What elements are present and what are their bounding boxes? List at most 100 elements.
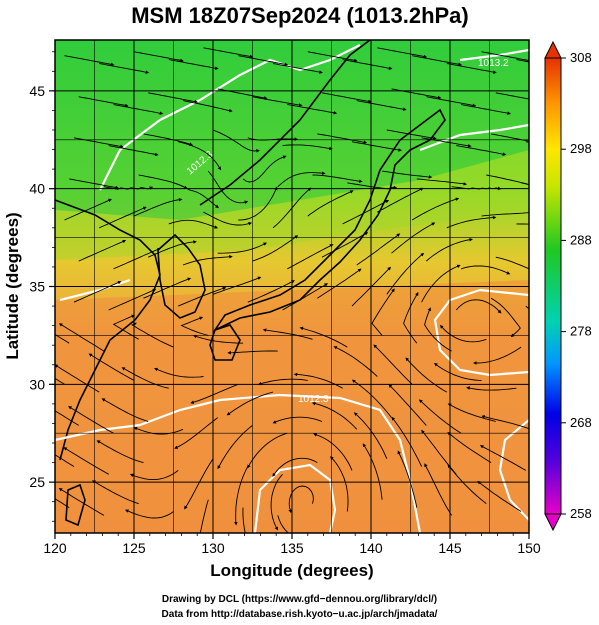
streamline (433, 362, 482, 381)
y-axis: 25 30 35 40 45 (29, 51, 55, 522)
colorbar-tick-label: 258 (570, 506, 592, 521)
x-axis-title: Longitude (degrees) (210, 561, 373, 580)
streamline (446, 63, 497, 74)
streamline (439, 324, 487, 343)
y-axis-title: Latitude (degrees) (3, 212, 22, 359)
x-axis: 120 125 130 135 140 145 150 (43, 533, 541, 556)
streamline (421, 137, 472, 148)
streamline (382, 170, 433, 179)
y-tick-label: 30 (29, 376, 45, 392)
streamline (143, 277, 192, 299)
streamline (490, 297, 521, 338)
x-tick-label: 125 (122, 540, 146, 556)
streamline (252, 96, 303, 107)
streamline (288, 485, 314, 514)
coastlines (55, 40, 446, 527)
streamline (131, 322, 174, 348)
streamline (129, 470, 179, 481)
streamline (212, 129, 260, 153)
streamline (99, 206, 147, 229)
streamline (203, 47, 254, 59)
streamline (108, 288, 157, 311)
streamline (58, 488, 105, 516)
streamline (342, 199, 390, 225)
x-tick-label: 150 (517, 540, 541, 556)
streamline (173, 182, 220, 209)
colorbar-bottom-arrow (544, 513, 562, 532)
x-tick-label: 135 (280, 540, 304, 556)
streamline (133, 197, 183, 217)
streamline (143, 133, 194, 146)
streamline (466, 386, 517, 391)
streamline (242, 507, 246, 533)
streamline (481, 415, 529, 430)
streamline (307, 51, 358, 63)
streamline (416, 178, 468, 186)
streamline (113, 104, 164, 115)
x-tick-label: 120 (43, 540, 67, 556)
streamline (495, 92, 529, 100)
streamline (121, 367, 169, 389)
streamline (96, 440, 144, 464)
streamline (262, 328, 313, 340)
streamline (311, 401, 358, 430)
streamline (242, 155, 287, 183)
colorbar-tick-label: 288 (570, 232, 592, 247)
streamline (247, 432, 288, 469)
streamline (479, 445, 527, 471)
streamline (238, 55, 289, 67)
x-tick-label: 130 (201, 540, 225, 556)
colorbar-tick-label: 268 (570, 415, 592, 430)
streamline (391, 222, 436, 254)
colorbar-tick-label: 308 (570, 50, 592, 65)
streamline (180, 316, 209, 336)
streamline (133, 51, 184, 63)
streamline (272, 63, 323, 74)
contour-line (253, 463, 337, 533)
streamline (63, 447, 109, 475)
streamline (455, 299, 502, 314)
streamline (321, 232, 369, 258)
map-area: 1012.3 1012.3 1013.2 (55, 40, 529, 533)
streamline (78, 96, 129, 108)
streamline (238, 186, 278, 221)
streamline (377, 187, 424, 213)
grid-lines (55, 40, 529, 533)
streamline (73, 280, 122, 303)
streamline (516, 59, 529, 63)
x-tick-label: 140 (359, 540, 383, 556)
streamline (373, 344, 413, 385)
streamline (55, 377, 65, 385)
streamline (226, 391, 274, 416)
streamline (88, 353, 135, 381)
korea-coastline (157, 233, 206, 319)
streamline (351, 379, 392, 418)
streamline (199, 499, 209, 533)
y-tick-label: 45 (29, 83, 45, 99)
colorbar-ticks: 258 268 278 288 298 308 (561, 50, 592, 521)
streamline (461, 104, 511, 115)
x-tick-label: 145 (438, 540, 462, 556)
taiwan-coastline (65, 483, 86, 527)
streamline (353, 412, 388, 459)
streamline (178, 141, 222, 171)
streamline (101, 398, 149, 422)
streamline (234, 466, 249, 526)
streamline (317, 268, 362, 299)
contour-label: 1013.2 (478, 58, 509, 69)
streamline (418, 399, 462, 434)
streamline (203, 211, 253, 226)
streamline (168, 219, 219, 229)
streamline (207, 170, 249, 205)
streamline (92, 480, 139, 505)
streamline (460, 265, 511, 275)
streamline (190, 383, 239, 404)
streamline (472, 346, 522, 365)
contour-label: 1012.3 (298, 394, 329, 405)
streamline (516, 223, 529, 225)
credit-data: Data from http://database.rish.kyoto−u.a… (161, 609, 438, 620)
streamline (178, 286, 227, 307)
chart-title: MSM 18Z07Sep2024 (1013.2hPa) (131, 3, 469, 28)
streamline (277, 515, 290, 533)
streamline (193, 334, 244, 344)
